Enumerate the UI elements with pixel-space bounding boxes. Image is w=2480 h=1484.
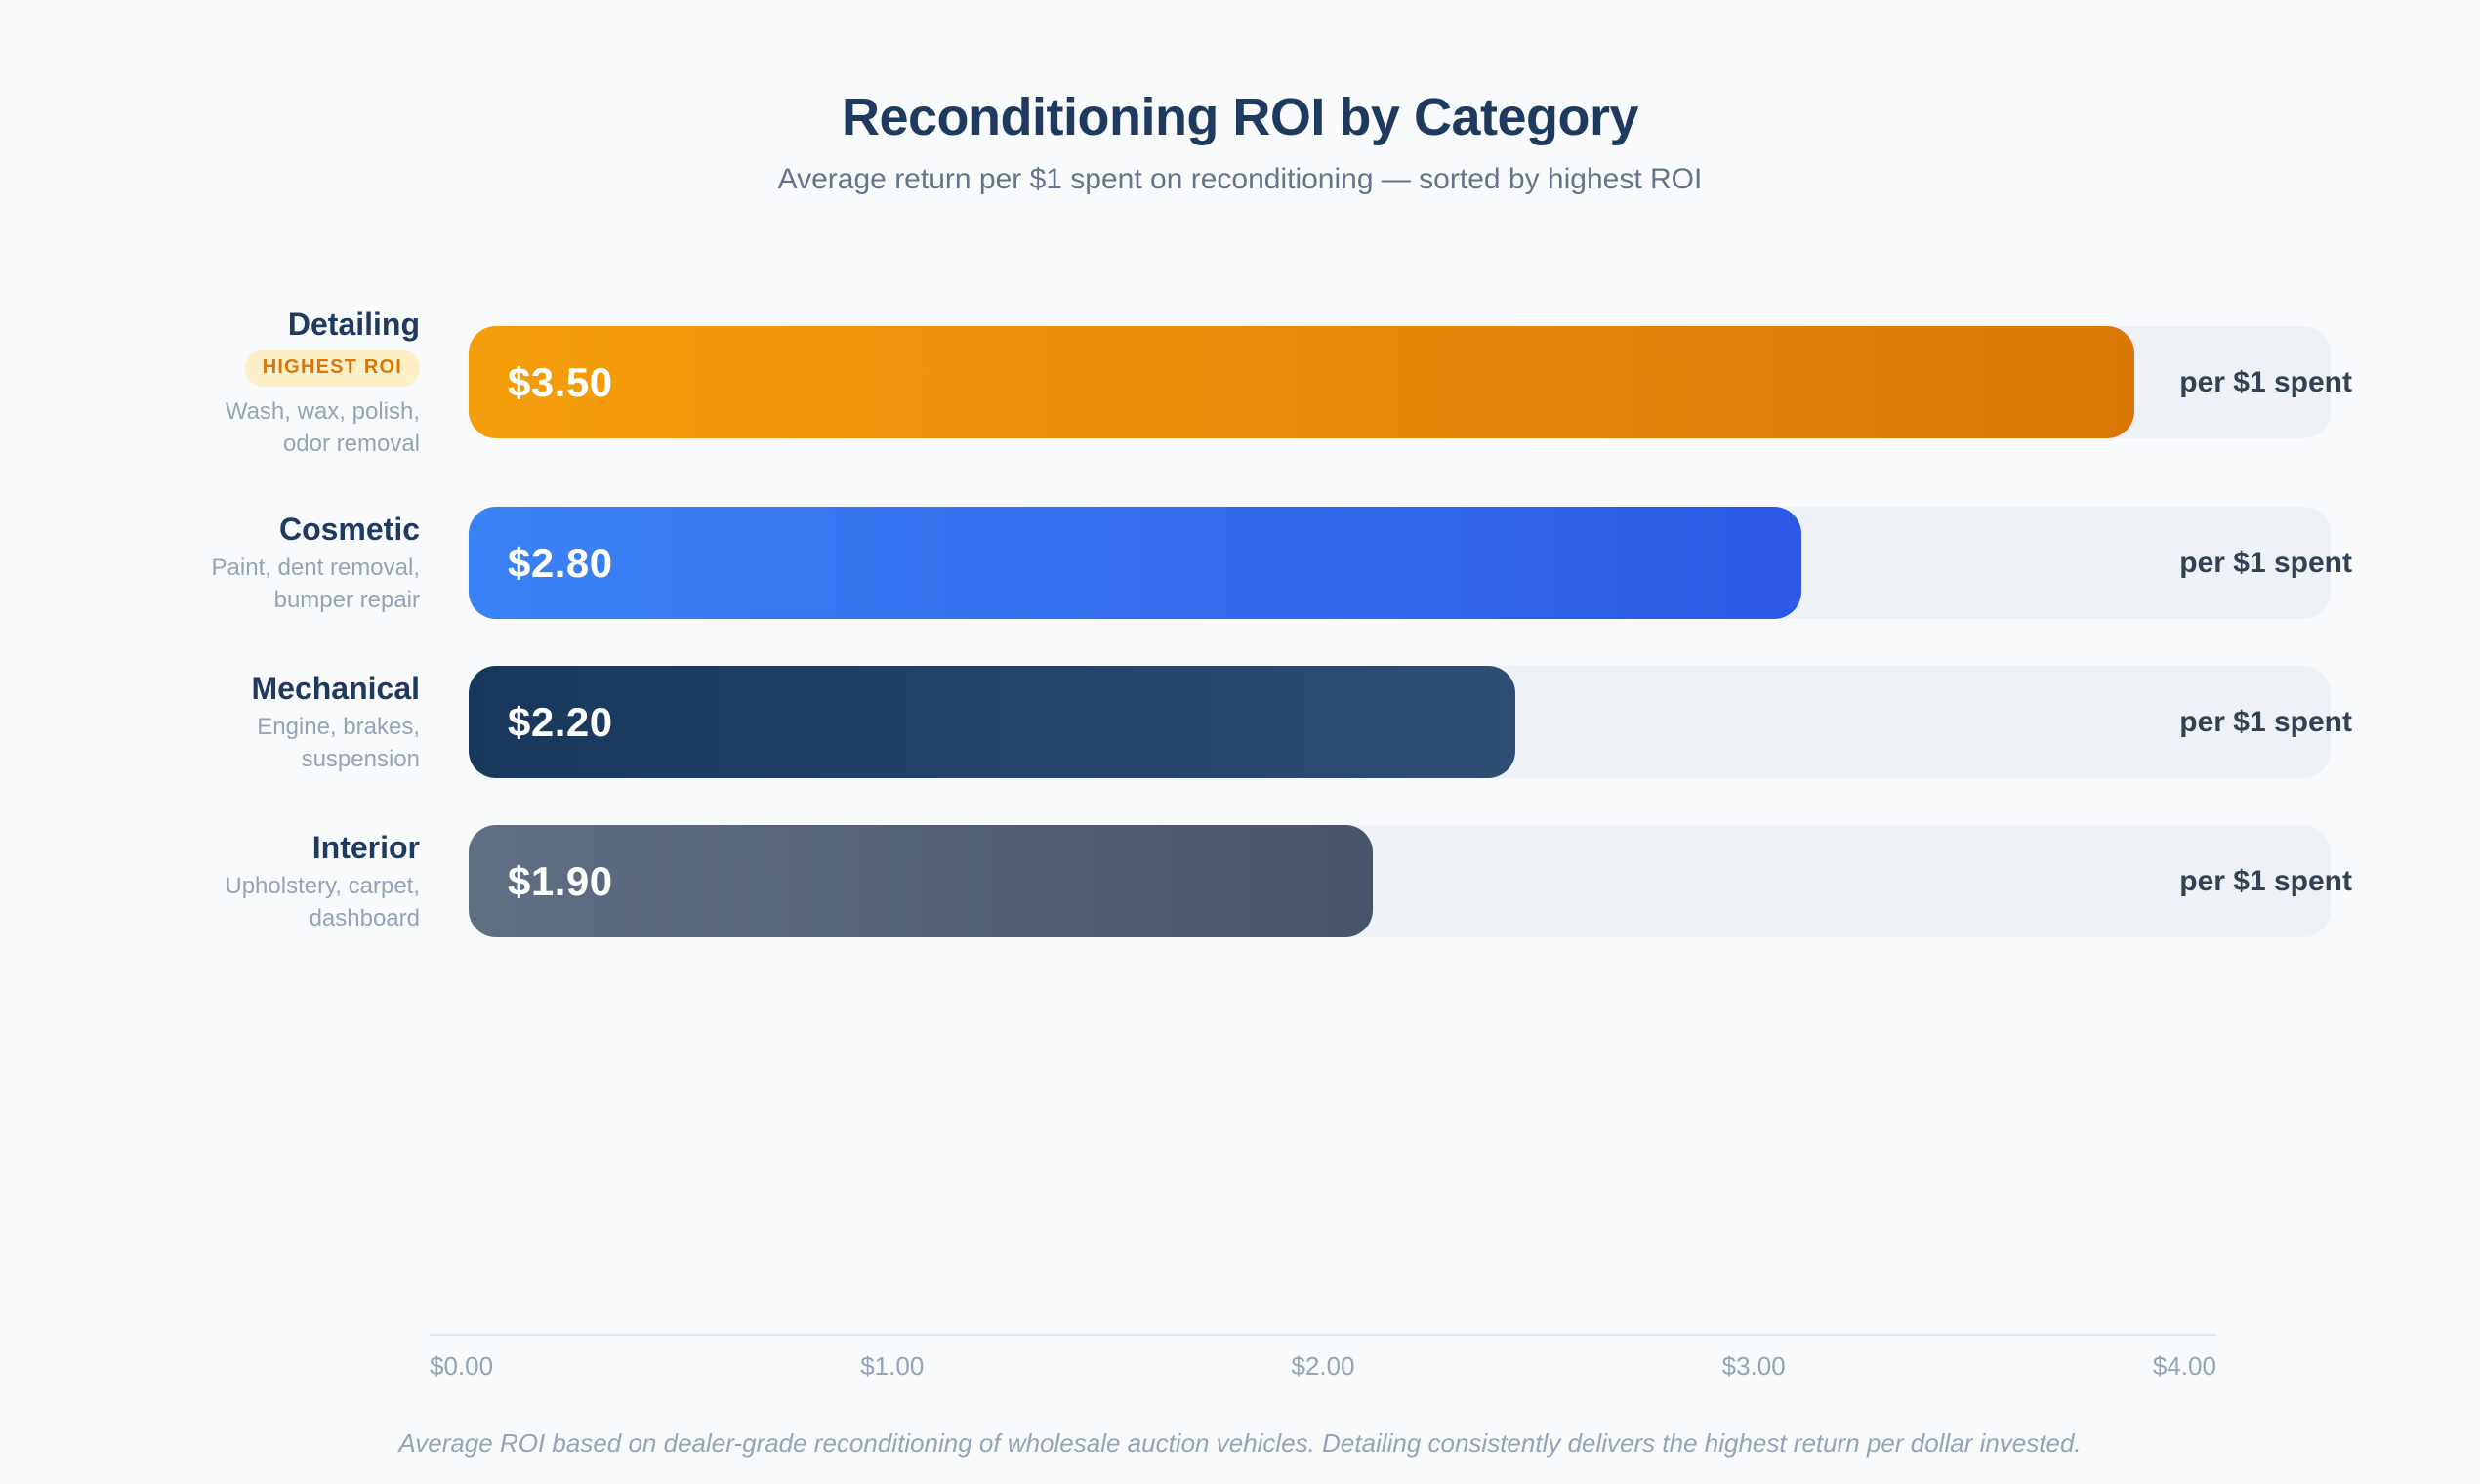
- unit-label: per $1 spent: [2179, 546, 2352, 579]
- bar-track: $3.50 per $1 spent: [469, 326, 2352, 439]
- category-label: Cosmetic: [278, 512, 420, 548]
- unit-label: per $1 spent: [2179, 365, 2352, 398]
- page-subtitle: Average return per $1 spent on reconditi…: [777, 162, 1703, 195]
- category-row-detailing: Detailing HIGHEST ROI Wash, wax, polish,…: [107, 305, 2352, 460]
- category-row-mechanical: Mechanical Engine, brakes, suspension $2…: [107, 666, 2352, 779]
- value-bar: $3.50: [469, 326, 2134, 439]
- roi-bar-chart: Detailing HIGHEST ROI Wash, wax, polish,…: [107, 305, 2352, 938]
- x-axis-tick: $0.00: [430, 1351, 494, 1381]
- page-title: Reconditioning ROI by Category: [841, 88, 1639, 146]
- category-label-block: Interior Upholstery, carpet, dashboard: [107, 828, 420, 934]
- value-bar: $1.90: [469, 825, 1373, 938]
- x-axis-tick: $3.00: [1721, 1351, 1786, 1381]
- category-description: Upholstery, carpet, dashboard: [225, 873, 420, 931]
- category-description: Wash, wax, polish, odor removal: [225, 398, 420, 457]
- x-axis-tick: $4.00: [2152, 1351, 2216, 1381]
- x-axis-tick: $1.00: [860, 1351, 925, 1381]
- value-bar: $2.80: [469, 507, 1801, 620]
- footnote: Average ROI based on dealer-grade recond…: [398, 1428, 2082, 1459]
- x-axis-tick: $2.00: [1291, 1351, 1355, 1381]
- bar-value-label: $3.50: [508, 358, 613, 405]
- value-bar: $2.20: [469, 666, 1516, 779]
- category-row-interior: Interior Upholstery, carpet, dashboard $…: [107, 825, 2352, 938]
- category-label-block: Detailing HIGHEST ROI Wash, wax, polish,…: [107, 305, 420, 460]
- bar-track: $2.80 per $1 spent: [469, 507, 2352, 620]
- bar-value-label: $1.90: [508, 857, 613, 904]
- category-label: Detailing: [287, 307, 420, 343]
- category-row-cosmetic: Cosmetic Paint, dent removal, bumper rep…: [107, 507, 2352, 620]
- category-label: Mechanical: [251, 671, 420, 707]
- bar-value-label: $2.20: [508, 698, 613, 745]
- unit-label: per $1 spent: [2179, 864, 2352, 897]
- bar-value-label: $2.80: [508, 539, 613, 586]
- bar-track: $2.20 per $1 spent: [469, 666, 2352, 779]
- category-label: Interior: [311, 830, 420, 866]
- x-axis: $0.00 $1.00 $2.00 $3.00 $4.00: [430, 1334, 2216, 1381]
- highest-roi-badge: HIGHEST ROI: [244, 350, 420, 388]
- category-label-block: Mechanical Engine, brakes, suspension: [107, 669, 420, 775]
- category-description: Engine, brakes, suspension: [257, 714, 420, 772]
- category-label-block: Cosmetic Paint, dent removal, bumper rep…: [107, 510, 420, 616]
- category-description: Paint, dent removal, bumper repair: [211, 555, 420, 613]
- chart-header: Reconditioning ROI by Category Average r…: [0, 0, 2480, 197]
- bar-track: $1.90 per $1 spent: [469, 825, 2352, 938]
- unit-label: per $1 spent: [2179, 705, 2352, 738]
